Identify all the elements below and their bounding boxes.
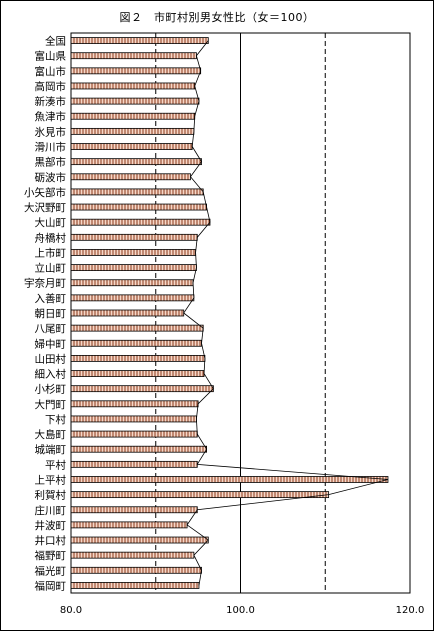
bar-大沢野町: [70, 203, 208, 211]
category-label: 魚津市: [35, 110, 67, 123]
bar-福光町: [70, 566, 202, 574]
category-label: 平村: [45, 458, 66, 471]
chart-title: 図２ 市町村別男女性比（女＝100）: [119, 11, 315, 24]
bar-上市町: [70, 249, 196, 256]
bar-大山町: [70, 218, 211, 226]
bar-入善町: [70, 294, 195, 302]
bar-富山県: [70, 52, 197, 60]
category-label: 小矢部市: [24, 186, 66, 199]
category-label: 上平村: [35, 473, 67, 486]
bar-魚津市: [70, 112, 196, 120]
bar-舟橋村: [70, 233, 198, 241]
category-label: 井口村: [35, 534, 67, 547]
category-label: 大島町: [35, 428, 67, 441]
category-label: 砺波市: [35, 171, 67, 184]
bar-大門町: [70, 400, 199, 408]
bar-小矢部市: [70, 188, 204, 196]
category-label: 小杉町: [35, 383, 67, 396]
bar-平村: [70, 460, 198, 468]
category-label: 下村: [45, 413, 66, 426]
category-label: 城端町: [35, 443, 67, 456]
bar-利賀村: [70, 491, 330, 499]
bar-井波町: [70, 521, 188, 529]
category-label: 大山町: [35, 216, 67, 229]
bar-朝日町: [70, 309, 185, 317]
category-label: 大門町: [35, 398, 67, 411]
bar-立山町: [70, 264, 197, 271]
bar-小杉町: [70, 385, 214, 393]
bar-細入村: [70, 370, 205, 377]
category-label: 井波町: [35, 519, 67, 532]
category-label: 利賀村: [35, 489, 67, 502]
category-label: 舟橋村: [35, 231, 67, 244]
bar-黒部市: [70, 158, 202, 166]
bar-新湊市: [70, 97, 200, 105]
bar-高岡市: [70, 82, 196, 90]
category-label: 八尾町: [35, 323, 67, 335]
category-label: 宇奈月町: [24, 277, 66, 290]
category-label: 全国: [45, 35, 66, 48]
bar-城端町: [70, 445, 208, 453]
bar-砺波市: [70, 173, 191, 181]
bar-上平村: [70, 476, 389, 483]
category-label: 黒部市: [35, 156, 67, 169]
category-label: 細入村: [35, 368, 67, 381]
category-label: 高岡市: [35, 80, 67, 93]
category-label: 大沢野町: [24, 201, 66, 214]
category-label: 庄川町: [35, 504, 67, 517]
category-label: 福野町: [35, 549, 67, 562]
value-connector-line: [183, 40, 389, 586]
bar-井口村: [70, 536, 209, 544]
bar-全国: [70, 37, 209, 44]
category-label: 富山市: [35, 65, 67, 78]
category-label: 富山県: [35, 50, 67, 63]
bar-福野町: [70, 551, 195, 559]
category-label: 氷見市: [35, 125, 67, 138]
bar-大島町: [70, 430, 198, 438]
category-label: 入善町: [35, 292, 67, 305]
category-label: 滑川市: [35, 141, 67, 154]
category-label: 朝日町: [35, 308, 67, 320]
bar-富山市: [70, 67, 202, 75]
bar-庄川町: [70, 506, 198, 514]
bar-八尾町: [70, 324, 204, 332]
x-tick-label: 120.0: [396, 605, 425, 616]
category-label: 福岡町: [35, 579, 67, 592]
bar-婦中町: [70, 339, 202, 347]
bar-山田村: [70, 355, 206, 362]
bar-福岡町: [70, 582, 200, 589]
bar-宇奈月町: [70, 279, 194, 287]
category-label: 立山町: [35, 262, 67, 275]
category-label: 上市町: [35, 246, 67, 259]
x-tick-label: 100.0: [226, 605, 255, 616]
bar-下村: [70, 415, 197, 423]
bar-氷見市: [70, 127, 195, 135]
category-label: 福光町: [35, 564, 67, 577]
category-label: 新湊市: [35, 95, 67, 108]
x-tick-label: 80.0: [60, 605, 82, 616]
category-label: 婦中町: [35, 337, 67, 350]
category-label: 山田村: [35, 352, 67, 365]
bar-滑川市: [70, 143, 193, 150]
